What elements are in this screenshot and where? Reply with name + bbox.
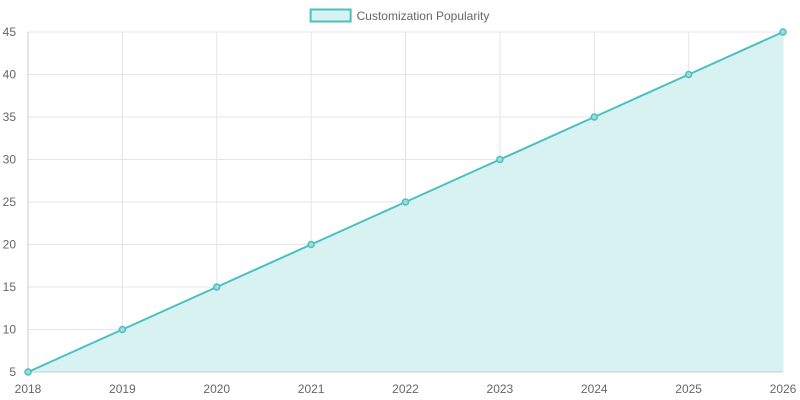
data-point[interactable] bbox=[213, 283, 221, 291]
data-points bbox=[24, 28, 787, 376]
data-point[interactable] bbox=[496, 155, 504, 164]
data-point[interactable] bbox=[24, 368, 32, 376]
legend[interactable]: Customization Popularity bbox=[309, 8, 490, 23]
x-tick-label: 2021 bbox=[298, 382, 325, 396]
data-point[interactable] bbox=[779, 28, 787, 36]
data-point[interactable] bbox=[307, 240, 315, 249]
x-tick-label: 2023 bbox=[487, 382, 514, 396]
x-tick-label: 2026 bbox=[770, 382, 797, 396]
axes bbox=[27, 32, 783, 373]
y-tick-label: 35 bbox=[3, 110, 17, 124]
data-point[interactable] bbox=[401, 198, 410, 206]
data-point[interactable] bbox=[590, 113, 598, 121]
y-tick-label: 5 bbox=[9, 365, 16, 379]
legend-swatch[interactable] bbox=[309, 8, 352, 23]
y-tick-label: 45 bbox=[3, 25, 17, 39]
x-tick-label: 2022 bbox=[392, 382, 419, 396]
data-point[interactable] bbox=[684, 70, 693, 79]
x-tick-label: 2018 bbox=[15, 382, 42, 396]
x-tick-label: 2019 bbox=[109, 382, 136, 396]
legend-label[interactable]: Customization Popularity bbox=[357, 9, 490, 23]
x-tick-label: 2025 bbox=[675, 382, 702, 396]
x-tick-label: 2024 bbox=[581, 382, 608, 396]
x-tick-label: 2020 bbox=[203, 382, 230, 396]
y-tick-label: 10 bbox=[3, 323, 17, 337]
data-point[interactable] bbox=[118, 325, 127, 334]
y-tick-label: 20 bbox=[3, 238, 17, 252]
y-tick-label: 25 bbox=[3, 195, 17, 209]
y-tick-label: 15 bbox=[3, 280, 17, 294]
y-tick-label: 30 bbox=[3, 153, 17, 167]
y-tick-label: 40 bbox=[3, 68, 17, 82]
